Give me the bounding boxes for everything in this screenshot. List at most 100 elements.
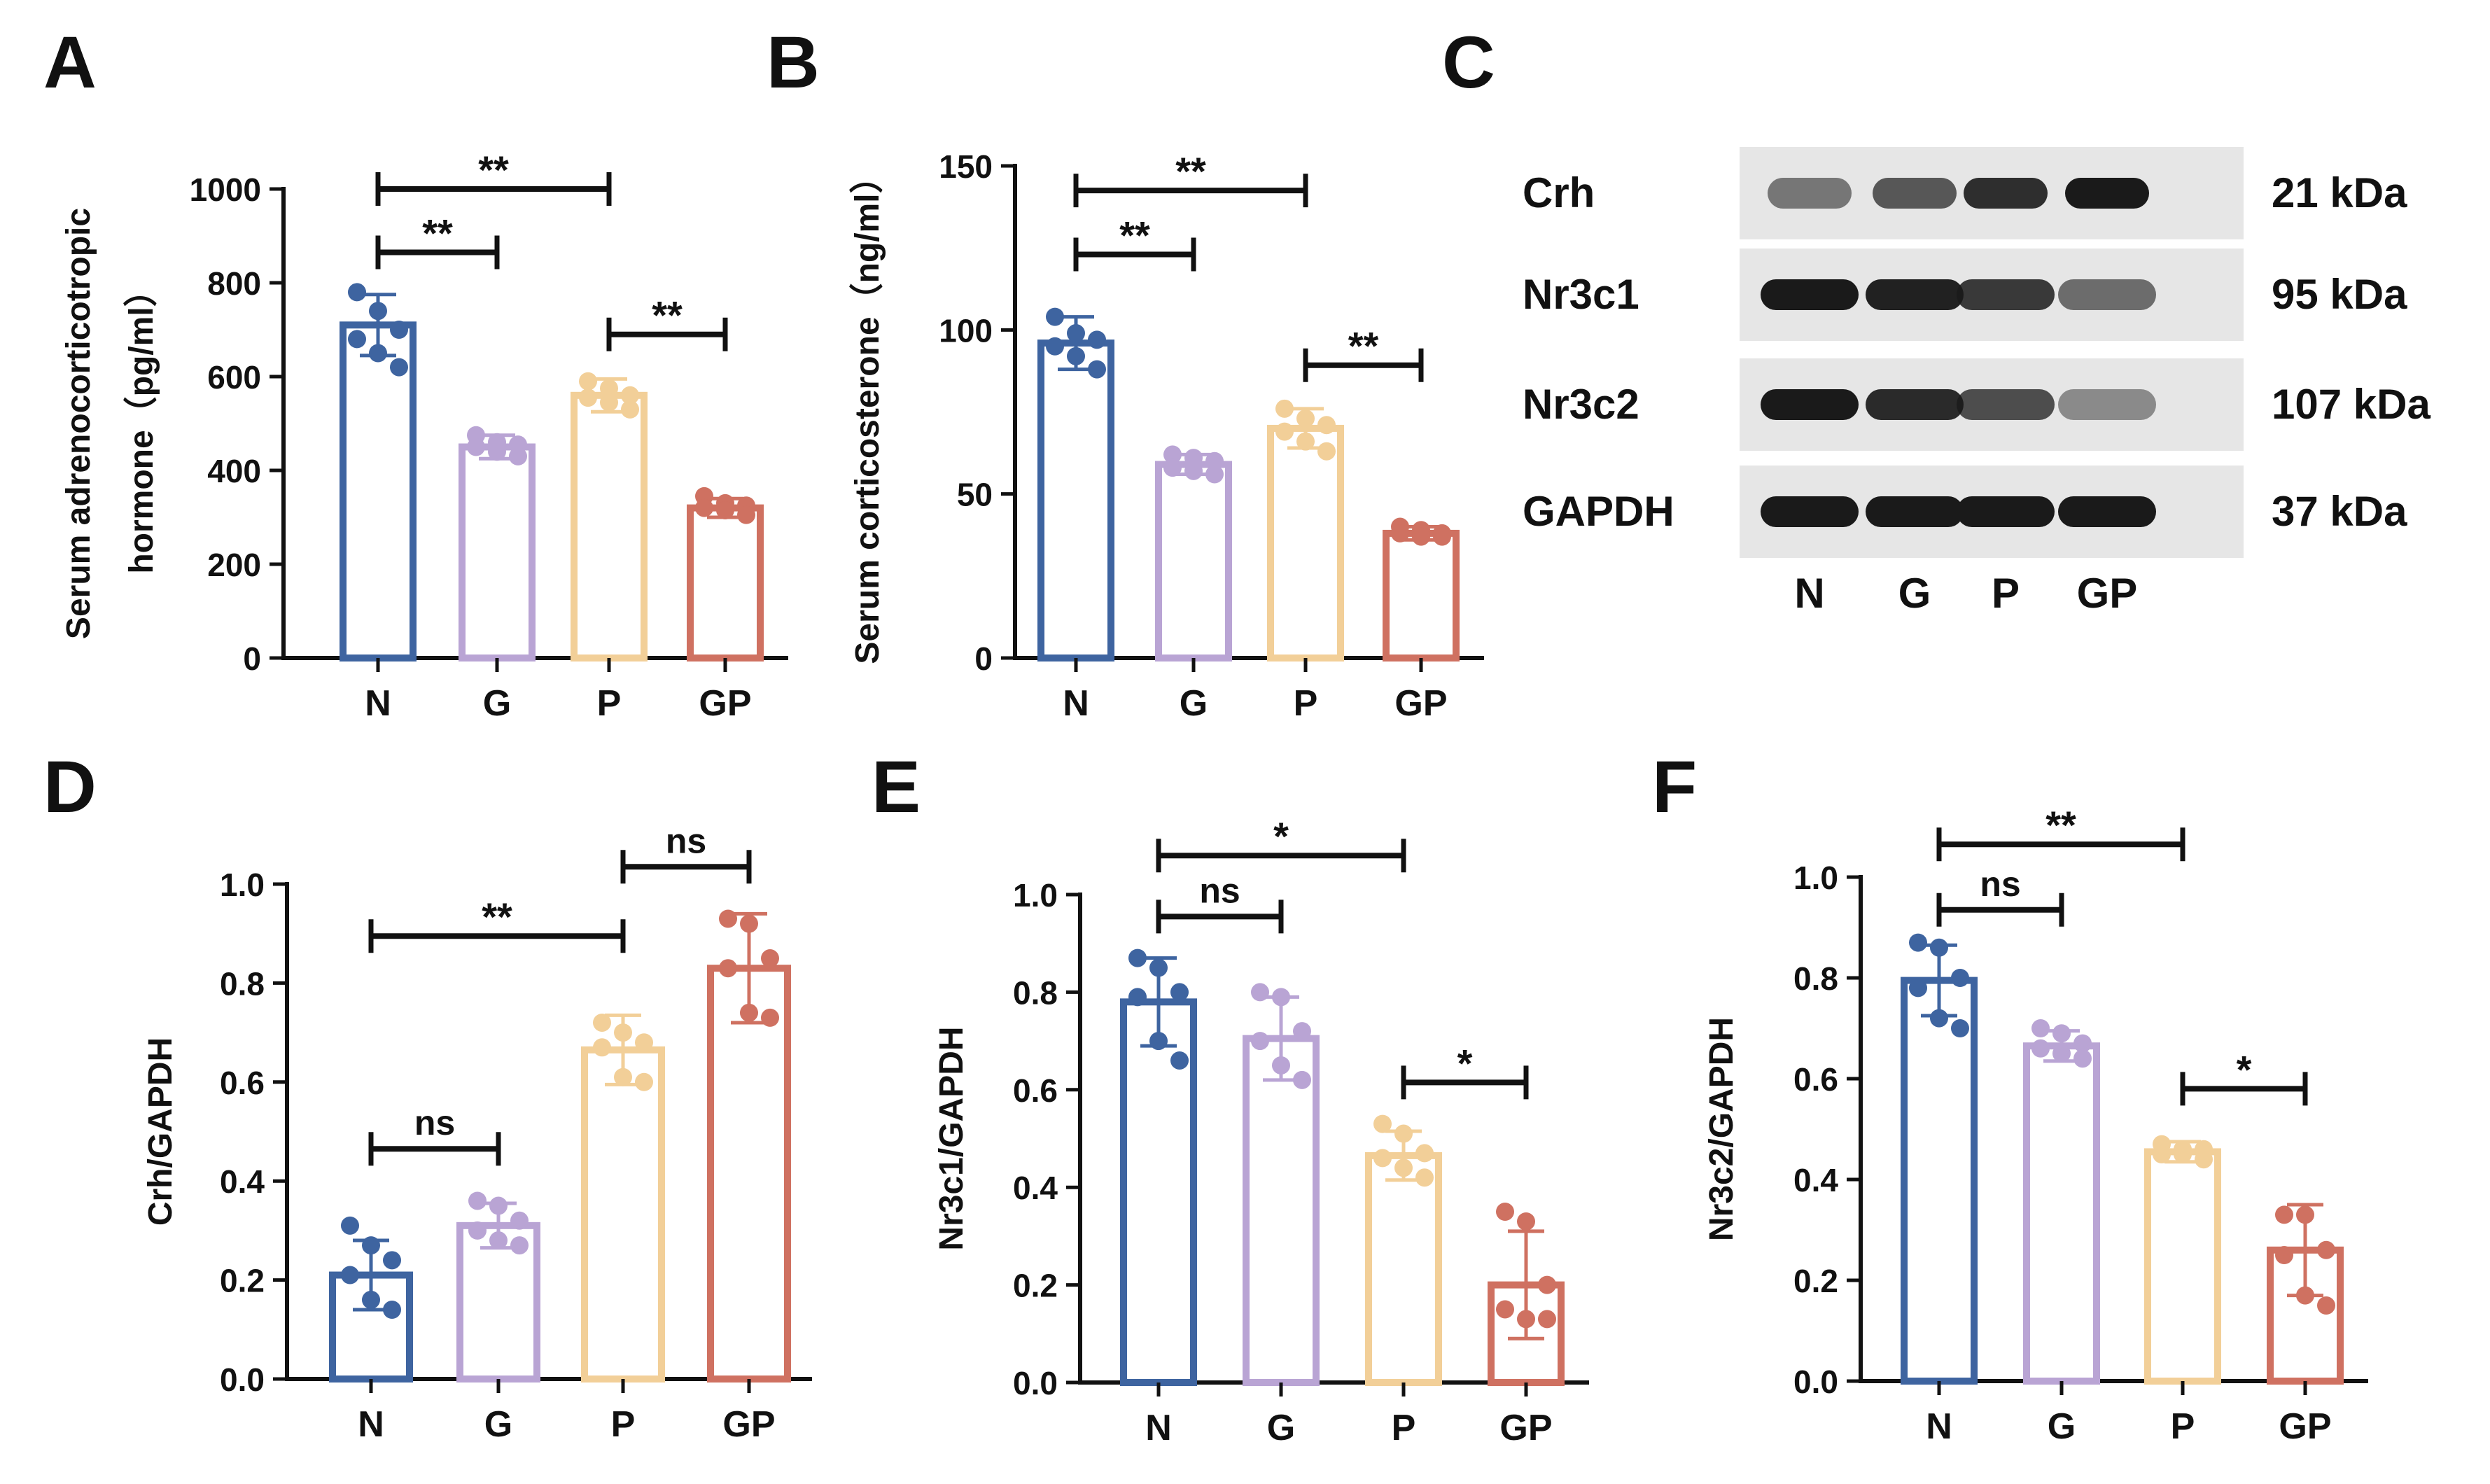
significance-label: ns (1199, 871, 1240, 910)
data-point (348, 283, 366, 302)
data-point (1415, 1144, 1434, 1163)
data-point (635, 1072, 653, 1091)
data-point (1496, 1300, 1514, 1319)
x-tick-label: GP (699, 683, 751, 724)
y-tick-label: 0.0 (1013, 1365, 1058, 1401)
blot-band (2058, 279, 2156, 310)
data-point (1296, 409, 1315, 428)
data-point (341, 1216, 359, 1235)
data-point (621, 400, 639, 419)
data-point (716, 500, 734, 519)
significance-label: ** (2045, 803, 2076, 847)
data-point (1046, 307, 1064, 326)
data-point (1930, 1009, 1948, 1028)
y-tick-label: 0 (243, 640, 261, 677)
data-point (2275, 1205, 2293, 1224)
data-point (390, 358, 408, 377)
blot-band (1866, 279, 1964, 310)
data-point (1272, 988, 1290, 1007)
blot-band (1957, 279, 2055, 310)
panel-letter-b: B (767, 22, 820, 104)
data-point (740, 914, 758, 933)
x-tick-label: G (1267, 1408, 1295, 1448)
data-point (488, 442, 506, 461)
y-tick-label: 0.0 (1793, 1364, 1838, 1400)
chart-panel-a: 0 200 400 600 800 1000 Serum adrenocorticotrop… (60, 148, 788, 724)
data-point (579, 388, 597, 407)
data-point (509, 447, 527, 465)
significance-label: ** (422, 211, 453, 255)
data-point (2195, 1150, 2213, 1169)
blot-size-label: 37 kDa (2272, 488, 2407, 535)
data-point (510, 1236, 529, 1255)
blot-lane-label: GP (2077, 570, 2138, 617)
blot-band (1957, 389, 2055, 420)
significance-label: ** (482, 895, 512, 939)
y-tick-label: 1.0 (1793, 860, 1838, 896)
blot-row-label: Crh (1523, 169, 1595, 216)
data-point (1088, 360, 1106, 379)
blot-band (1761, 389, 1859, 420)
data-point (1496, 1203, 1514, 1222)
significance-label: ** (1119, 214, 1150, 258)
y-tick-label: 1.0 (220, 867, 265, 903)
y-tick-label: 100 (939, 312, 993, 349)
data-point (362, 1290, 380, 1309)
panel-letter-a: A (43, 22, 97, 104)
x-tick-label: GP (1499, 1408, 1552, 1448)
data-point (1170, 983, 1189, 1002)
data-point (2317, 1240, 2335, 1259)
y-tick-label: 0.2 (1013, 1268, 1058, 1304)
data-point (1251, 1032, 1269, 1051)
y-axis-label: hormone（pg/ml） (123, 273, 160, 573)
data-point (383, 1251, 401, 1270)
data-point (468, 1221, 487, 1240)
bar-p (1267, 424, 1344, 662)
y-tick-label: 0.8 (220, 965, 265, 1002)
significance-label: ns (666, 821, 706, 860)
data-point (1184, 449, 1203, 468)
data-point (1205, 451, 1224, 470)
bar-g (459, 443, 536, 662)
y-tick-label: 0.8 (1793, 960, 1838, 997)
data-point (2073, 1034, 2092, 1053)
data-point (2031, 1019, 2050, 1037)
data-point (2052, 1024, 2071, 1043)
data-point (1373, 1149, 1392, 1168)
data-point (2275, 1246, 2293, 1264)
data-point (2296, 1205, 2314, 1224)
significance-label: * (2237, 1047, 2252, 1091)
data-point (1293, 1070, 1311, 1089)
significance-label: ns (1980, 864, 2020, 904)
y-tick-label: 0.2 (220, 1263, 265, 1299)
data-point (1163, 445, 1182, 464)
data-point (600, 393, 618, 412)
data-point (1909, 933, 1927, 952)
blot-size-label: 107 kDa (2272, 381, 2430, 428)
data-point (635, 1033, 653, 1052)
data-point (2052, 1044, 2071, 1063)
blot-lane-label: G (1898, 570, 1931, 617)
data-point (761, 1008, 779, 1027)
y-tick-label: 0.2 (1793, 1263, 1838, 1299)
data-point (1067, 346, 1085, 365)
blot-band (1768, 178, 1852, 209)
blot-band (2065, 178, 2149, 209)
x-tick-label: P (1294, 683, 1318, 724)
x-tick-label: P (611, 1404, 636, 1445)
y-tick-label: 0.6 (220, 1065, 265, 1101)
blot-band (1957, 496, 2055, 527)
blot-band (2058, 496, 2156, 527)
y-tick-label: 0.4 (1013, 1170, 1058, 1206)
y-tick-label: 0.8 (1013, 974, 1058, 1011)
blot-size-label: 95 kDa (2272, 271, 2407, 318)
y-tick-label: 50 (957, 477, 993, 513)
bar-n (340, 321, 417, 662)
data-point (593, 1038, 611, 1057)
blot-band (1866, 496, 1964, 527)
data-point (1088, 330, 1106, 349)
x-tick-label: G (2048, 1406, 2076, 1447)
blot-band (1761, 279, 1859, 310)
